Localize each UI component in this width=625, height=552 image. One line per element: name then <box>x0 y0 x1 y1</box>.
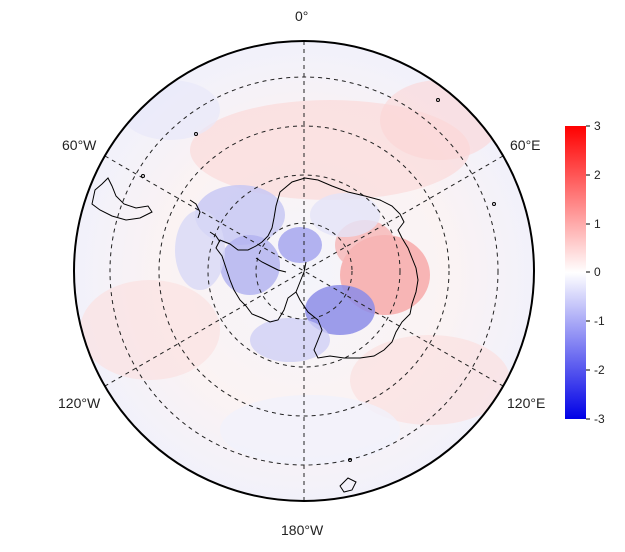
coastlines <box>91 98 496 493</box>
colorbar-tick-label: 3 <box>594 119 601 133</box>
colorbar-tick-label: 0 <box>594 265 601 279</box>
lon-label-120w: 120°W <box>58 395 101 411</box>
graticule <box>104 41 504 501</box>
colorbar-ticks <box>586 125 590 420</box>
colorbar <box>565 125 590 420</box>
colorbar-tick-label: 1 <box>594 217 601 231</box>
lon-label-60e: 60°E <box>510 137 541 153</box>
colorbar-tick-label: -3 <box>594 412 605 426</box>
colorbar-ramp <box>565 126 586 419</box>
lon-label-180w: 180°W <box>281 522 324 538</box>
colorbar-tick-label: -1 <box>594 314 605 328</box>
lon-label-0: 0° <box>295 8 309 24</box>
lon-label-60w: 60°W <box>62 137 97 153</box>
map-boundary <box>73 40 535 502</box>
colorbar-tick-label: -2 <box>594 363 605 377</box>
colorbar-tick-label: 2 <box>594 168 601 182</box>
anomaly-field <box>74 41 534 501</box>
lon-label-120e: 120°E <box>507 395 546 411</box>
